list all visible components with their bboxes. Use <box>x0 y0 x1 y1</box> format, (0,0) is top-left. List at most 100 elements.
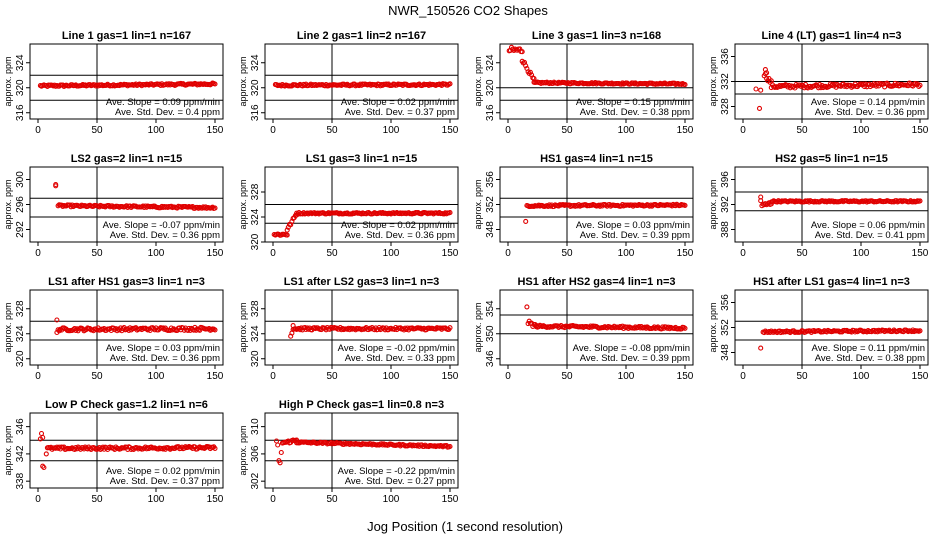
stddev-annotation: Ave. Std. Dev. = 0.39 ppm <box>580 230 690 241</box>
data-point <box>756 105 763 111</box>
x-tick-label: 100 <box>148 125 165 136</box>
plot-frame <box>499 43 694 120</box>
data-point <box>519 49 525 55</box>
panel-title: Line 2 gas=1 lin=2 n=167 <box>297 30 426 42</box>
data-point <box>917 328 923 334</box>
slope-annotation: Ave. Slope = 0.02 ppm/min <box>341 220 455 231</box>
stddev-annotation: Ave. Std. Dev. = 0.37 ppm <box>110 476 220 487</box>
x-tick-label: 0 <box>505 125 511 136</box>
x-tick-label: 100 <box>383 371 400 382</box>
y-axis-label: approx. ppm <box>3 56 13 106</box>
stddev-annotation: Ave. Std. Dev. = 0.4 ppm <box>115 107 220 118</box>
data-point <box>447 443 453 450</box>
x-tick-label: 50 <box>561 125 573 136</box>
chart-panel-8: HS2 gas=5 lin=1 n=15 0 50 100 150 388 392 396ap… <box>708 153 929 259</box>
x-tick-label: 150 <box>207 248 224 259</box>
chart-panel-11: HS1 after HS2 gas=4 lin=1 n=3 0 50 100 150 34… <box>473 276 694 382</box>
y-axis-label: approx. ppm <box>473 56 483 106</box>
stddev-annotation: Ave. Std. Dev. = 0.36 ppm <box>110 353 220 364</box>
x-tick-label: 150 <box>207 371 224 382</box>
x-tick-label: 100 <box>853 248 870 259</box>
y-tick-label: 396 <box>720 171 731 188</box>
panel-title: LS2 gas=2 lin=1 n=15 <box>71 153 183 165</box>
x-tick-label: 100 <box>853 371 870 382</box>
y-tick-label: 320 <box>250 350 261 367</box>
x-tick-label: 100 <box>383 248 400 259</box>
figure-title: NWR_150526 CO2 Shapes <box>388 3 548 18</box>
panel-title: HS2 gas=5 lin=1 n=15 <box>775 153 888 165</box>
stddev-annotation: Ave. Std. Dev. = 0.27 ppm <box>345 476 455 487</box>
x-tick-label: 100 <box>383 125 400 136</box>
plot-frame <box>499 289 694 366</box>
chart-panel-4: Line 4 (LT) gas=1 lin=4 n=3 0 50 100 150 328 3… <box>708 30 929 136</box>
panel-title: Low P Check gas=1.2 lin=1 n=6 <box>45 399 208 411</box>
y-tick-label: 332 <box>720 73 731 90</box>
y-tick-label: 356 <box>485 171 496 188</box>
x-tick-label: 50 <box>326 371 338 382</box>
data-point <box>53 183 59 189</box>
chart-panel-2: Line 2 gas=1 lin=2 n=167 0 50 100 150 316 320 3… <box>238 30 459 136</box>
slope-annotation: Ave. Slope = 0.02 ppm/min <box>341 97 455 108</box>
chart-panel-3: Line 3 gas=1 lin=3 n=168 0 50 100 150 316 320 3… <box>473 30 694 136</box>
data-point <box>212 81 218 87</box>
y-tick-label: 348 <box>720 344 731 361</box>
chart-panel-5: LS2 gas=2 lin=1 n=15 0 50 100 150 292 296 300ap… <box>3 153 224 259</box>
y-axis-label: approx. ppm <box>238 179 248 229</box>
x-tick-label: 150 <box>912 371 929 382</box>
x-tick-label: 100 <box>148 248 165 259</box>
stddev-annotation: Ave. Std. Dev. = 0.37 ppm <box>345 107 455 118</box>
x-tick-label: 50 <box>796 248 808 259</box>
x-tick-label: 100 <box>383 494 400 505</box>
plot-frame <box>29 412 224 489</box>
data-point <box>284 227 290 233</box>
slope-annotation: Ave. Slope = -0.08 ppm/min <box>573 343 690 354</box>
data-point <box>278 449 284 456</box>
data-point <box>273 438 280 444</box>
y-tick-label: 310 <box>250 418 261 435</box>
y-axis-label: approx. ppm <box>238 302 248 352</box>
panel-title: Line 4 (LT) gas=1 lin=4 n=3 <box>761 30 901 42</box>
y-tick-label: 320 <box>15 79 26 96</box>
data-point <box>523 63 529 69</box>
data-point <box>212 445 218 451</box>
x-tick-label: 100 <box>618 125 635 136</box>
x-tick-label: 0 <box>740 248 746 259</box>
y-tick-label: 346 <box>15 418 26 435</box>
y-tick-label: 346 <box>485 350 496 367</box>
x-tick-label: 50 <box>561 248 573 259</box>
x-tick-label: 150 <box>677 248 694 259</box>
x-tick-label: 100 <box>148 494 165 505</box>
y-tick-label: 350 <box>485 325 496 342</box>
data-point <box>860 81 866 87</box>
y-axis-label: approx. ppm <box>238 425 248 475</box>
x-tick-label: 100 <box>618 371 635 382</box>
data-point <box>212 327 218 333</box>
y-axis-label: approx. ppm <box>473 179 483 229</box>
stddev-annotation: Ave. Std. Dev. = 0.38 ppm <box>815 353 925 364</box>
panel-title: LS1 after LS2 gas=3 lin=1 n=3 <box>284 276 440 288</box>
y-tick-label: 296 <box>15 196 26 213</box>
y-axis-label: approx. ppm <box>708 56 718 106</box>
data-point <box>41 464 47 471</box>
panel-title: HS1 gas=4 lin=1 n=15 <box>540 153 653 165</box>
chart-panel-6: LS1 gas=3 lin=1 n=15 0 50 100 150 320 324 328ap… <box>238 153 459 259</box>
data-point <box>912 80 918 87</box>
data-point <box>43 451 49 457</box>
slope-annotation: Ave. Slope = 0.03 ppm/min <box>106 343 220 354</box>
chart-panel-13: Low P Check gas=1.2 lin=1 n=6 0 50 100 150 33… <box>3 399 224 505</box>
stddev-annotation: Ave. Std. Dev. = 0.36 ppm <box>815 107 925 118</box>
x-tick-label: 50 <box>326 248 338 259</box>
panel-title: HS1 after HS2 gas=4 lin=1 n=3 <box>517 276 675 288</box>
data-point <box>284 232 290 238</box>
panel-title: Line 3 gas=1 lin=3 n=168 <box>532 30 661 42</box>
slope-annotation: Ave. Slope = 0.15 ppm/min <box>576 97 690 108</box>
slope-annotation: Ave. Slope = 0.11 ppm/min <box>812 343 925 354</box>
x-tick-label: 0 <box>35 371 41 382</box>
plot-frame <box>264 43 459 120</box>
slope-annotation: Ave. Slope = -0.07 ppm/min <box>103 220 220 231</box>
data-point <box>758 87 764 93</box>
y-tick-label: 306 <box>250 445 261 462</box>
panel-grid: Line 1 gas=1 lin=1 n=167 0 50 100 150 316 320 3… <box>3 30 929 505</box>
plot-frame <box>29 289 224 366</box>
x-tick-label: 150 <box>677 125 694 136</box>
